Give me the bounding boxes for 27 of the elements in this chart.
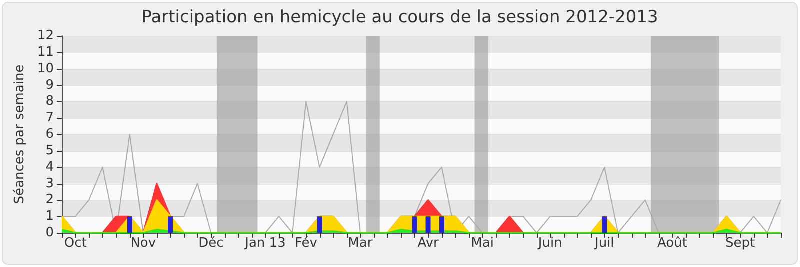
x-tick-label: Mar <box>348 236 374 251</box>
y-axis-title: Séances par semaine <box>12 64 28 204</box>
y-tick-label: 10 <box>37 61 54 76</box>
y-tick-label: 4 <box>46 160 54 175</box>
x-tick-label: Avr <box>418 236 440 251</box>
x-tick-label: Jan 13 <box>244 236 286 251</box>
x-tick-label: Fév <box>294 236 318 251</box>
x-tick-label: Juil <box>594 236 614 251</box>
y-tick-label: 2 <box>46 192 54 208</box>
y-tick-label: 7 <box>46 110 54 126</box>
x-tick-label: Août <box>657 236 688 251</box>
y-tick-label: 9 <box>46 78 54 93</box>
x-tick-label: Déc <box>198 236 224 251</box>
y-tick-label: 6 <box>46 127 54 142</box>
x-tick-label: Oct <box>64 236 87 251</box>
y-tick-label: 1 <box>46 209 54 224</box>
y-tick-label: 12 <box>37 28 54 44</box>
y-tick-label: 11 <box>37 44 54 60</box>
x-tick-label: Sept <box>725 236 756 251</box>
y-tick-label: 5 <box>46 143 54 158</box>
y-tick-label: 3 <box>46 176 54 192</box>
x-tick-label: Mai <box>471 236 494 251</box>
y-tick-label: 8 <box>46 94 54 110</box>
x-tick-label: Juin <box>537 236 562 251</box>
chart-title: Participation en hemicycle au cours de la session 2012-2013 <box>142 8 658 28</box>
y-tick-label: 0 <box>46 226 54 240</box>
x-tick-label: Nov <box>130 236 156 251</box>
